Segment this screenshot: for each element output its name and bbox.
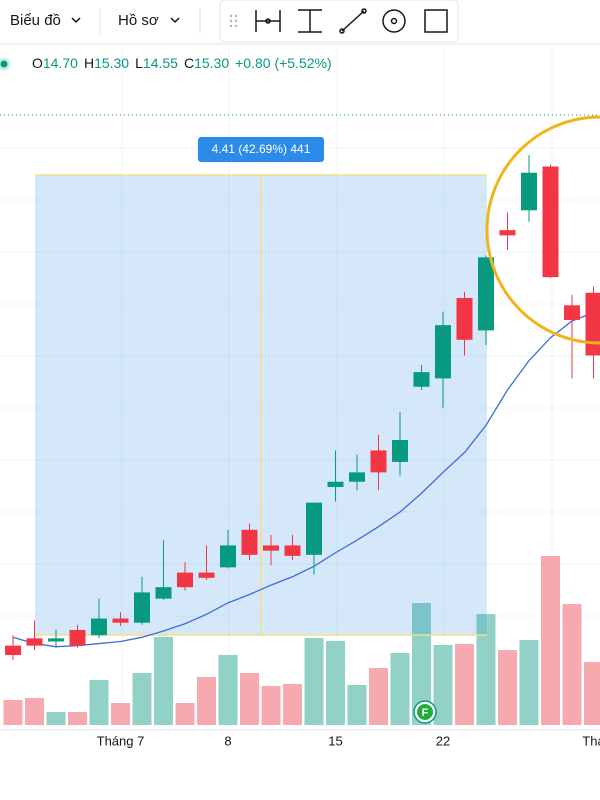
candle-body	[91, 618, 107, 636]
legend-key: O	[32, 55, 43, 71]
candle-body	[26, 638, 43, 646]
volume-bar	[132, 673, 152, 725]
measure-label: 4.41 (42.69%) 441	[212, 142, 311, 156]
x-tick-label: Thá	[582, 733, 600, 748]
volume-layer	[3, 556, 600, 725]
volume-bar	[562, 604, 582, 725]
volume-bar	[390, 653, 410, 725]
volume-bar	[283, 684, 302, 725]
ohlc-legend: O14.70 H15.30 L14.55 C15.30 +0.80 (+5.52%)	[32, 55, 332, 71]
candle-body	[306, 502, 322, 555]
candle-body	[499, 230, 516, 236]
highlight-circle	[485, 115, 600, 345]
candle-body	[413, 372, 430, 387]
candle-body	[112, 618, 129, 623]
candle-body	[241, 529, 258, 555]
trend-line-tool[interactable]	[339, 8, 367, 34]
legend-key: C	[184, 55, 194, 71]
x-axis: Tháng 7 8 15 22 Thá	[97, 733, 600, 748]
menu-label: Hồ sơ	[118, 12, 159, 29]
candle-body	[134, 592, 150, 623]
candle-body	[220, 545, 236, 568]
event-marker[interactable]: F	[413, 700, 437, 724]
volume-bar	[175, 703, 195, 725]
volume-bar	[154, 637, 173, 725]
candle-body	[69, 630, 86, 646]
volume-bar	[433, 645, 453, 725]
candle-body	[263, 545, 279, 551]
profile-menu[interactable]: Hồ sơ	[118, 12, 180, 29]
chart-menu[interactable]: Biểu đồ	[10, 12, 81, 29]
candle-body	[5, 645, 21, 656]
marker-label: F	[422, 707, 429, 719]
volume-bar	[369, 668, 388, 725]
volume-bar	[218, 655, 238, 725]
legend-value: 15.30	[194, 55, 229, 71]
volume-bar	[197, 677, 216, 725]
volume-bar	[498, 650, 517, 725]
price-layer	[5, 155, 600, 661]
rectangle-tool[interactable]	[424, 9, 448, 33]
legend-key: L	[135, 55, 143, 71]
candle-body	[177, 572, 193, 588]
volume-bar	[476, 614, 496, 725]
volume-bar	[89, 680, 109, 725]
candle-body	[435, 325, 451, 379]
top-bar: Biểu đồ Hồ sơ	[0, 0, 600, 45]
x-tick-label: 8	[224, 733, 231, 748]
moving-average	[12, 312, 594, 648]
candle-body	[349, 472, 365, 482]
volume-bar	[3, 700, 23, 725]
volume-bar	[326, 641, 345, 725]
candle-body	[284, 545, 301, 556]
volume-bar	[347, 685, 367, 725]
candle-body	[198, 572, 215, 578]
x-tick-label: 15	[328, 733, 342, 748]
x-tick-label: 22	[436, 733, 450, 748]
price-range-tool[interactable]	[298, 9, 322, 33]
candle-body	[585, 292, 600, 356]
candle-body	[564, 305, 580, 320]
candle-body	[155, 587, 172, 599]
legend-key: H	[84, 55, 94, 71]
legend-value: 14.55	[143, 55, 178, 71]
volume-bar	[541, 556, 560, 725]
volume-bar	[111, 703, 130, 725]
candle-body	[48, 638, 64, 642]
volume-bar	[304, 638, 324, 725]
x-tick-label: Tháng 7	[97, 733, 145, 748]
legend: O14.70 H15.30 L14.55 C15.30 +0.80 (+5.52%)	[0, 55, 332, 71]
menu-label: Biểu đồ	[10, 12, 61, 29]
volume-bar	[240, 673, 259, 725]
candle-body	[478, 257, 494, 331]
volume-bar	[68, 712, 87, 725]
volume-bar	[412, 603, 431, 725]
date-range-tool[interactable]	[255, 10, 281, 32]
legend-change: +0.80 (+5.52%)	[235, 55, 332, 71]
volume-bar	[584, 662, 600, 725]
drawing-toolbar	[219, 0, 459, 43]
legend-value: 14.70	[43, 55, 78, 71]
volume-bar	[519, 640, 539, 725]
candle-body	[542, 166, 559, 278]
candle-body	[370, 450, 387, 473]
candle-body	[456, 298, 473, 340]
circle-tool[interactable]	[382, 9, 406, 33]
candle-body	[392, 440, 408, 462]
volume-bar	[261, 686, 281, 725]
volume-bar	[25, 698, 44, 725]
candle-body	[327, 481, 344, 487]
candle-body	[521, 172, 537, 211]
measure-box: 4.41 (42.69%) 441	[35, 137, 487, 636]
volume-bar	[455, 644, 474, 725]
legend-value: 15.30	[94, 55, 129, 71]
volume-bar	[46, 712, 66, 725]
